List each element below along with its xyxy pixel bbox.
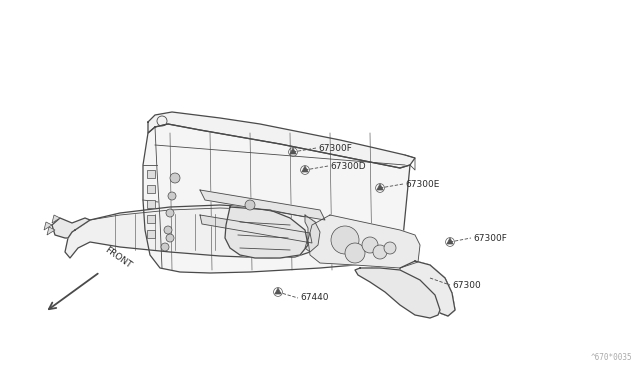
Polygon shape [47, 227, 55, 235]
Polygon shape [147, 230, 155, 238]
Polygon shape [308, 215, 420, 268]
Circle shape [373, 245, 387, 259]
Text: 67300F: 67300F [318, 144, 352, 153]
Text: 67300F: 67300F [473, 234, 507, 243]
Polygon shape [143, 124, 455, 316]
Polygon shape [225, 207, 308, 258]
Polygon shape [355, 268, 440, 318]
Circle shape [362, 237, 378, 253]
Polygon shape [302, 166, 308, 172]
Polygon shape [305, 215, 320, 252]
Circle shape [384, 242, 396, 254]
Polygon shape [377, 184, 383, 190]
Circle shape [345, 243, 365, 263]
Circle shape [331, 226, 359, 254]
Polygon shape [290, 148, 296, 154]
Polygon shape [147, 200, 155, 208]
Circle shape [245, 200, 255, 210]
Polygon shape [200, 190, 325, 220]
Circle shape [170, 173, 180, 183]
Polygon shape [52, 215, 60, 223]
Polygon shape [200, 215, 312, 243]
Circle shape [166, 209, 174, 217]
Circle shape [166, 234, 174, 242]
Polygon shape [400, 261, 455, 316]
Polygon shape [52, 218, 90, 238]
Text: 67300: 67300 [452, 280, 481, 289]
Text: 67300E: 67300E [405, 180, 440, 189]
Circle shape [161, 243, 169, 251]
Polygon shape [275, 288, 281, 294]
Polygon shape [65, 205, 320, 258]
Polygon shape [148, 112, 415, 168]
Circle shape [168, 192, 176, 200]
Text: FRONT: FRONT [103, 245, 133, 270]
Text: 67300D: 67300D [330, 161, 365, 170]
Circle shape [164, 226, 172, 234]
Polygon shape [147, 185, 155, 193]
Polygon shape [147, 170, 155, 178]
Polygon shape [447, 238, 453, 244]
Text: 67440: 67440 [300, 294, 328, 302]
Polygon shape [147, 215, 155, 223]
Text: ^670*0035: ^670*0035 [590, 353, 632, 362]
Polygon shape [44, 222, 52, 230]
